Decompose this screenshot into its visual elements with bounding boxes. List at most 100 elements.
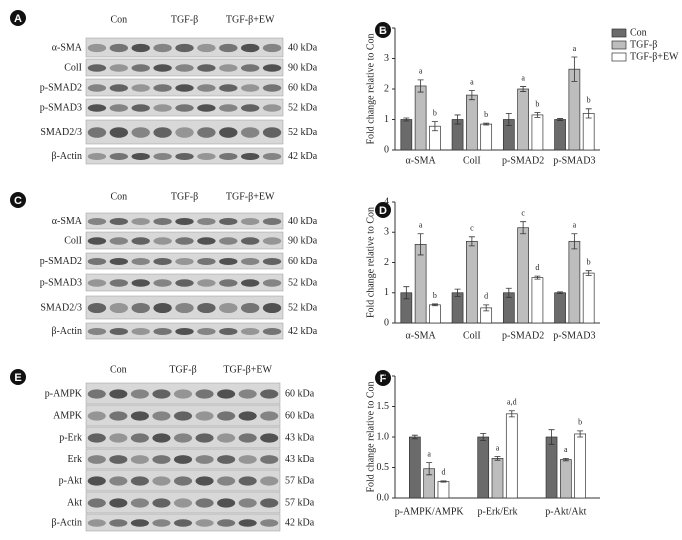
- blot-band: [260, 455, 279, 464]
- significance-label: b: [587, 96, 591, 105]
- blot-band: [130, 411, 149, 421]
- blot-band: [109, 411, 128, 421]
- blot-band: [195, 519, 214, 527]
- size-label: 42 kDa: [288, 326, 318, 337]
- y-axis-label: Fold change relative to Con: [365, 381, 376, 492]
- significance-label: b: [587, 257, 591, 266]
- blot-band: [217, 455, 236, 464]
- panel-badge: [10, 369, 26, 385]
- blot-band: [131, 302, 150, 314]
- legend-label: Con: [630, 27, 647, 38]
- lane-group-label: TGF-β+EW: [223, 364, 272, 375]
- blot-band: [238, 498, 257, 508]
- error-bar: [534, 112, 541, 118]
- significance-label: a,d: [507, 398, 517, 407]
- y-tick-label: 0: [384, 144, 389, 155]
- error-bar: [411, 434, 418, 440]
- protein-label: SMAD2/3: [40, 127, 82, 138]
- blot-band: [153, 327, 172, 336]
- blot-band: [131, 327, 150, 336]
- blot-band: [152, 389, 171, 399]
- blot-band: [262, 127, 282, 138]
- legend-swatch: [611, 52, 627, 62]
- panel-badge: [375, 370, 391, 386]
- legend-label: TGF-β+EW: [630, 51, 679, 62]
- bar: [414, 85, 427, 151]
- panel-letter: A: [14, 13, 22, 25]
- blot-strip: [85, 119, 284, 145]
- blot-band: [175, 84, 194, 92]
- blot-band: [238, 389, 257, 399]
- blot-band: [87, 455, 106, 464]
- blot-band: [219, 152, 238, 161]
- blot-band: [262, 43, 282, 53]
- blot-band: [87, 127, 107, 138]
- blot-band: [175, 327, 194, 336]
- blot-band: [109, 476, 128, 486]
- protein-label: p-Akt: [59, 475, 83, 486]
- significance-label: a: [427, 449, 431, 458]
- blot-band: [195, 498, 214, 508]
- blot-band: [87, 152, 107, 161]
- y-tick-label: 3: [384, 53, 389, 64]
- blot-band: [262, 104, 282, 112]
- y-tick-label: 0: [384, 317, 389, 328]
- blot-band: [240, 237, 260, 245]
- blot-band: [152, 455, 171, 464]
- blot-band: [130, 433, 149, 443]
- blot-band: [131, 152, 150, 161]
- bar: [400, 119, 413, 151]
- panel-letter: E: [14, 372, 21, 384]
- panel-badge: [10, 192, 26, 208]
- error-bar: [534, 275, 541, 280]
- bar: [477, 436, 490, 499]
- y-axis-label: Fold change relative to Con: [365, 33, 376, 144]
- significance-label: b: [433, 291, 437, 300]
- y-tick-label: 3: [384, 227, 389, 238]
- error-bar: [417, 233, 424, 256]
- significance-label: a: [419, 221, 423, 230]
- blot-band: [87, 476, 106, 486]
- bar: [554, 119, 566, 151]
- bar: [409, 436, 421, 499]
- size-label: 42 kDa: [285, 517, 315, 528]
- blot-band: [152, 411, 171, 421]
- size-label: 60 kDa: [288, 82, 318, 93]
- blot-band: [109, 455, 128, 464]
- protein-label: β-Actin: [51, 326, 82, 337]
- size-label: 52 kDa: [288, 277, 318, 288]
- size-label: 52 kDa: [288, 302, 318, 313]
- blot-band: [219, 127, 238, 138]
- blot-band: [238, 455, 257, 464]
- blot-band: [87, 257, 107, 266]
- blot-band: [109, 327, 129, 336]
- blot-band: [260, 519, 279, 527]
- error-bar: [480, 432, 487, 442]
- bar: [505, 413, 518, 499]
- blot-band: [131, 217, 150, 226]
- significance-label: c: [521, 208, 525, 217]
- blot-band: [87, 84, 107, 92]
- blot-band: [152, 519, 171, 527]
- bar: [451, 292, 464, 324]
- protein-label: p-AMPK: [45, 388, 83, 399]
- blot-band: [219, 257, 238, 266]
- blot-band: [130, 519, 149, 527]
- error-bar: [585, 108, 592, 119]
- protein-label: Akt: [67, 497, 82, 508]
- significance-label: a: [470, 77, 474, 86]
- bar: [582, 113, 595, 151]
- protein-label: ColI: [64, 235, 82, 246]
- blot-band: [262, 302, 282, 314]
- blot-band: [219, 43, 238, 53]
- protein-label: SMAD2/3: [40, 302, 82, 313]
- size-label: 43 kDa: [285, 454, 315, 465]
- blot-band: [153, 43, 172, 53]
- error-bar: [557, 291, 564, 295]
- legend-swatch: [611, 28, 627, 38]
- error-bar: [417, 79, 424, 93]
- blot-band: [240, 84, 260, 92]
- blot-band: [197, 152, 216, 161]
- blot-strip: [85, 252, 284, 270]
- x-tick-label: p-Erk/Erk: [478, 506, 518, 517]
